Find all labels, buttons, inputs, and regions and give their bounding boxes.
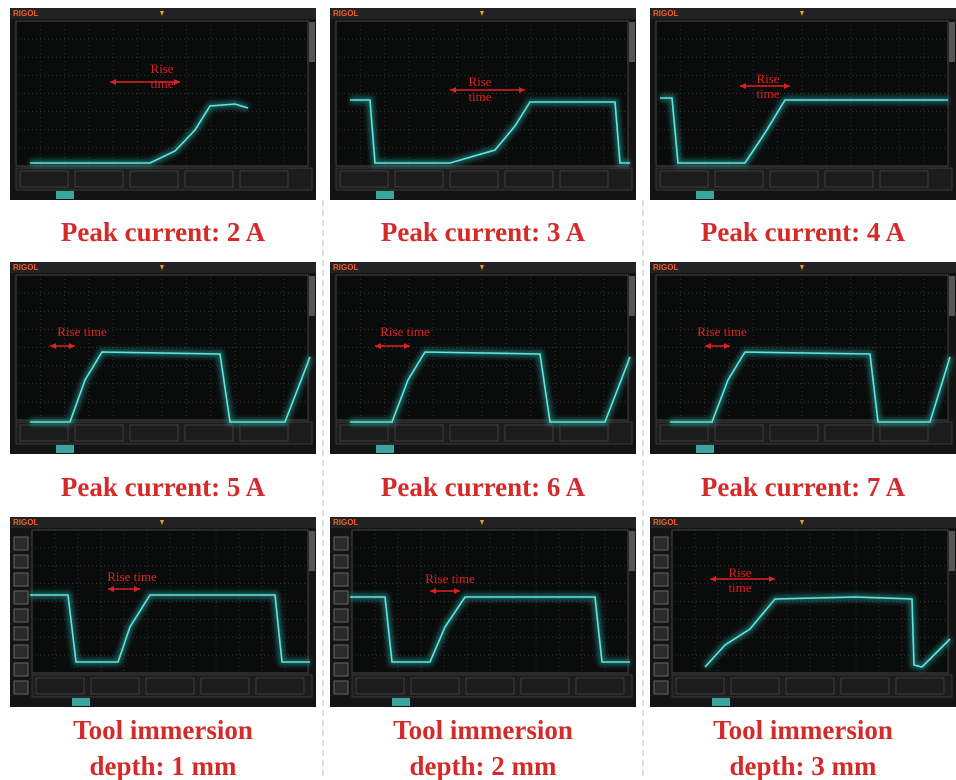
side-icon [334, 627, 348, 640]
side-icon [14, 663, 28, 676]
caption: depth: 3 mm [730, 751, 878, 780]
side-icon [334, 555, 348, 568]
side-icon [334, 663, 348, 676]
brand: RIGOL [653, 518, 678, 527]
side-icon [654, 645, 668, 658]
annotation: Rise [756, 71, 779, 86]
brand: RIGOL [13, 9, 38, 18]
side-tab [949, 276, 955, 316]
side-icon [334, 681, 348, 694]
annotation: Rise [150, 61, 173, 76]
side-icon [14, 627, 28, 640]
side-icon [14, 555, 28, 568]
figure: RIGOLRisetimePeak current: 2 ARIGOLRiset… [0, 0, 956, 780]
channel-tab [376, 445, 394, 453]
side-icon [334, 537, 348, 550]
caption: Peak current: 7 A [701, 472, 906, 502]
caption: Peak current: 3 A [381, 217, 586, 247]
caption: Tool immersion [713, 715, 893, 745]
brand: RIGOL [13, 263, 38, 272]
side-icon [654, 591, 668, 604]
channel-tab [696, 445, 714, 453]
side-icon [654, 573, 668, 586]
side-tab [949, 531, 955, 571]
side-tab [629, 531, 635, 571]
side-tab [629, 276, 635, 316]
channel-tab [696, 191, 714, 199]
annotation: Rise time [107, 569, 157, 584]
annotation: Rise time [57, 324, 107, 339]
caption: Peak current: 6 A [381, 472, 586, 502]
side-icon [654, 681, 668, 694]
annotation: Rise time [425, 571, 475, 586]
channel-tab [392, 698, 410, 706]
side-icon [334, 591, 348, 604]
scope-panel: RIGOL Rise time [10, 517, 316, 707]
scope-panel: RIGOL Rise time [650, 262, 956, 454]
side-icon [14, 573, 28, 586]
annotation: time [756, 86, 779, 101]
side-icon [334, 645, 348, 658]
annotation: Rise [468, 74, 491, 89]
brand: RIGOL [333, 263, 358, 272]
annotation: time [150, 76, 173, 91]
side-icon [654, 609, 668, 622]
brand: RIGOL [653, 9, 678, 18]
brand: RIGOL [653, 263, 678, 272]
info-bar [336, 168, 632, 190]
side-tab [309, 531, 315, 571]
side-tab [629, 22, 635, 62]
channel-tab [712, 698, 730, 706]
channel-tab [72, 698, 90, 706]
info-bar [656, 168, 952, 190]
channel-tab [376, 191, 394, 199]
caption: Peak current: 5 A [61, 472, 266, 502]
side-tab [309, 22, 315, 62]
side-icon [654, 627, 668, 640]
channel-tab [56, 445, 74, 453]
annotation: time [468, 89, 491, 104]
caption: depth: 1 mm [90, 751, 238, 780]
side-icon [14, 681, 28, 694]
scope-panel: RIGOL Rise time [330, 517, 636, 707]
brand: RIGOL [333, 9, 358, 18]
side-tab [949, 22, 955, 62]
caption: Peak current: 2 A [61, 217, 266, 247]
side-icon [14, 591, 28, 604]
caption: Tool immersion [73, 715, 253, 745]
brand: RIGOL [13, 518, 38, 527]
annotation: Rise time [697, 324, 747, 339]
caption: Peak current: 4 A [701, 217, 906, 247]
side-icon [654, 537, 668, 550]
side-icon [334, 573, 348, 586]
annotation: time [728, 580, 751, 595]
side-icon [654, 663, 668, 676]
scope-panel: RIGOL Rise time [10, 262, 316, 454]
side-icon [14, 645, 28, 658]
side-icon [654, 555, 668, 568]
annotation: Rise [728, 565, 751, 580]
info-bar [16, 168, 312, 190]
caption: Tool immersion [393, 715, 573, 745]
brand: RIGOL [333, 518, 358, 527]
annotation: Rise time [380, 324, 430, 339]
side-icon [14, 609, 28, 622]
channel-tab [56, 191, 74, 199]
caption: depth: 2 mm [410, 751, 558, 780]
side-icon [334, 609, 348, 622]
scope-panel: RIGOL Rise time [330, 262, 636, 454]
side-icon [14, 537, 28, 550]
side-tab [309, 276, 315, 316]
